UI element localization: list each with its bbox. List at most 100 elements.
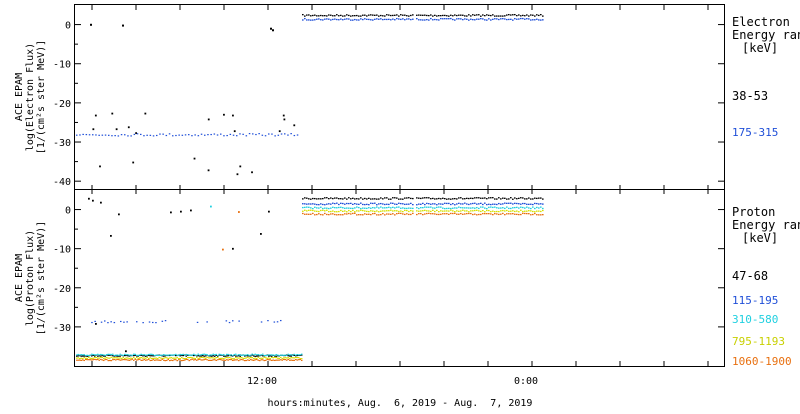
data-point bbox=[86, 354, 88, 356]
data-point bbox=[488, 14, 490, 17]
data-point bbox=[538, 207, 540, 209]
data-point bbox=[504, 207, 506, 210]
data-point bbox=[76, 355, 78, 357]
data-point bbox=[115, 354, 117, 356]
data-point bbox=[308, 198, 310, 200]
data-point bbox=[352, 19, 354, 21]
data-point bbox=[420, 210, 422, 212]
data-point bbox=[269, 357, 271, 360]
data-point bbox=[350, 198, 352, 200]
data-point bbox=[460, 203, 462, 205]
data-point bbox=[480, 18, 482, 20]
data-point bbox=[444, 213, 446, 215]
data-point bbox=[332, 210, 334, 212]
data-point bbox=[247, 356, 249, 358]
data-point bbox=[384, 214, 386, 216]
data-point bbox=[179, 358, 181, 360]
data-point bbox=[486, 209, 488, 212]
data-point bbox=[175, 359, 177, 361]
data-point bbox=[500, 213, 502, 215]
data-point bbox=[344, 213, 346, 215]
data-point bbox=[344, 15, 346, 17]
data-point bbox=[167, 357, 169, 360]
data-point bbox=[390, 202, 392, 204]
data-point bbox=[422, 207, 424, 209]
data-point bbox=[91, 321, 93, 324]
data-point bbox=[310, 209, 312, 211]
data-point bbox=[314, 203, 316, 205]
data-point bbox=[302, 203, 304, 205]
data-point bbox=[312, 19, 314, 21]
data-point bbox=[406, 15, 408, 17]
data-point bbox=[504, 214, 506, 216]
data-point bbox=[346, 18, 348, 20]
data-point bbox=[156, 134, 158, 137]
data-point bbox=[286, 359, 288, 361]
data-point bbox=[314, 19, 316, 21]
data-point bbox=[106, 358, 108, 361]
data-point bbox=[262, 353, 264, 355]
data-point bbox=[532, 203, 534, 206]
data-point bbox=[92, 134, 94, 136]
data-point bbox=[496, 203, 498, 206]
data-point bbox=[478, 18, 480, 20]
data-point bbox=[460, 212, 462, 215]
data-point bbox=[432, 207, 434, 209]
data-point bbox=[342, 202, 344, 205]
data-point bbox=[295, 355, 297, 357]
data-point bbox=[166, 357, 168, 359]
data-point bbox=[104, 358, 106, 361]
data-point bbox=[394, 207, 396, 209]
data-point bbox=[176, 360, 178, 362]
data-point bbox=[217, 354, 219, 357]
data-point bbox=[296, 134, 299, 136]
data-point bbox=[376, 18, 378, 20]
data-point bbox=[458, 14, 460, 16]
data-point bbox=[203, 357, 205, 359]
data-point bbox=[248, 132, 251, 135]
data-point bbox=[163, 357, 165, 359]
data-point bbox=[468, 19, 470, 21]
data-point bbox=[392, 18, 394, 20]
data-point bbox=[238, 354, 240, 356]
data-point bbox=[290, 359, 292, 361]
data-point bbox=[386, 203, 388, 205]
data-point bbox=[163, 359, 165, 361]
data-point bbox=[440, 198, 442, 200]
data-point bbox=[490, 206, 492, 208]
data-point bbox=[185, 358, 187, 360]
data-point bbox=[266, 358, 268, 361]
data-point bbox=[462, 213, 464, 215]
data-point bbox=[376, 198, 378, 200]
data-point bbox=[287, 134, 289, 136]
data-point bbox=[268, 359, 270, 361]
data-point bbox=[125, 354, 127, 356]
data-point bbox=[396, 197, 398, 199]
data-point bbox=[281, 359, 283, 361]
data-point bbox=[330, 203, 332, 205]
data-point bbox=[136, 133, 139, 135]
data-point bbox=[504, 15, 506, 17]
data-point bbox=[438, 210, 440, 213]
data-point bbox=[452, 210, 454, 212]
data-point bbox=[504, 18, 506, 20]
data-point bbox=[117, 135, 120, 137]
data-point bbox=[498, 15, 500, 17]
data-point bbox=[312, 207, 314, 210]
data-point bbox=[432, 19, 434, 21]
data-point bbox=[304, 213, 306, 215]
data-point bbox=[444, 210, 446, 212]
data-point bbox=[314, 214, 316, 216]
data-point bbox=[227, 353, 229, 356]
data-point bbox=[490, 14, 492, 17]
data-point bbox=[446, 18, 448, 20]
data-point bbox=[91, 353, 93, 355]
data-point bbox=[472, 210, 474, 212]
data-point bbox=[261, 134, 264, 136]
data-point bbox=[121, 354, 123, 356]
data-point bbox=[528, 197, 530, 199]
data-point bbox=[145, 357, 147, 359]
data-point bbox=[486, 19, 488, 21]
data-point bbox=[376, 214, 378, 216]
data-point bbox=[191, 358, 193, 360]
